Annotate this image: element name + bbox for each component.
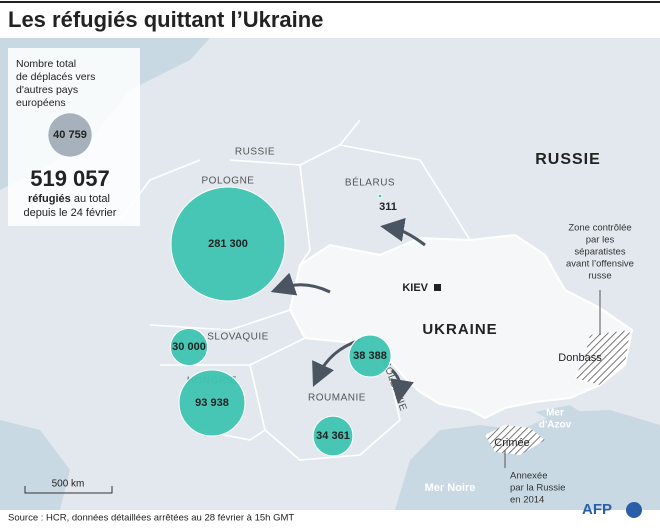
city-marker (434, 284, 441, 291)
note-line: russe (588, 271, 611, 282)
region-label: Crimée (494, 437, 529, 449)
note-line: séparatistes (574, 247, 625, 258)
country-label: ROUMANIE (308, 393, 366, 404)
crimea-zone (485, 425, 545, 455)
source: Source : HCR, données détaillées arrêtée… (8, 513, 294, 524)
logo-dot (626, 502, 642, 518)
sea-label: d'Azov (539, 420, 572, 431)
note-line: en 2014 (510, 495, 544, 506)
bubble-label: 281 300 (208, 238, 248, 250)
note-line: par la Russie (510, 483, 565, 494)
arrow (390, 368, 414, 404)
azov-sea (535, 405, 585, 425)
total-since: depuis le 24 février (24, 207, 117, 219)
adriatic-sea (0, 420, 70, 510)
city-label: KIEV (402, 282, 428, 294)
note-line: Zone contrôlée (568, 223, 631, 234)
region-label: Donbass (558, 352, 602, 364)
donbass-zone (575, 330, 630, 385)
bubble-label: 311 (379, 201, 397, 213)
note-line: Annexée (510, 471, 548, 482)
bubble-label: 34 361 (316, 430, 350, 442)
country-label: POLOGNE (202, 176, 255, 187)
sea-label: Mer Noire (425, 482, 476, 494)
legend-line: d'autres pays (16, 84, 78, 96)
total-text: au total (74, 193, 110, 205)
country-label: UKRAINE (422, 321, 497, 338)
bubble-label: 38 388 (353, 350, 387, 362)
country-label: RUSSIE (235, 147, 275, 158)
bubble (170, 186, 286, 302)
total-unit: réfugiés (28, 193, 71, 205)
bubble (178, 369, 246, 437)
total-value: 519 057 (30, 166, 110, 191)
country-label: RUSSIE (535, 151, 601, 168)
bubble-label: 93 938 (195, 397, 229, 409)
logo: AFP (582, 501, 612, 518)
legend-sample-label: 40 759 (53, 129, 87, 141)
scale-bar: 500 km (24, 479, 113, 494)
legend-line: Nombre total (16, 58, 76, 70)
bubble (377, 193, 383, 199)
scale-label: 500 km (52, 479, 85, 490)
black-sea (395, 410, 660, 510)
bubble (312, 415, 354, 457)
sea-label: Mer (546, 408, 564, 419)
note-line: par les (586, 235, 615, 246)
bubble (348, 334, 392, 378)
note-line: avant l’offensive (566, 259, 634, 270)
total-line: réfugiés au total (28, 193, 110, 205)
arrow (380, 217, 426, 247)
legend-line: de déplacés vers (16, 71, 95, 83)
legend-sample (48, 113, 92, 157)
title: Les réfugiés quittant l’Ukraine (8, 7, 323, 32)
arrow (270, 272, 331, 296)
legend-line: européens (16, 97, 66, 109)
country-label: SLOVAQUIE (207, 332, 269, 343)
bubble (169, 327, 209, 367)
country-label: BÉLARUS (345, 176, 395, 189)
bubble-label: 30 000 (172, 341, 206, 353)
